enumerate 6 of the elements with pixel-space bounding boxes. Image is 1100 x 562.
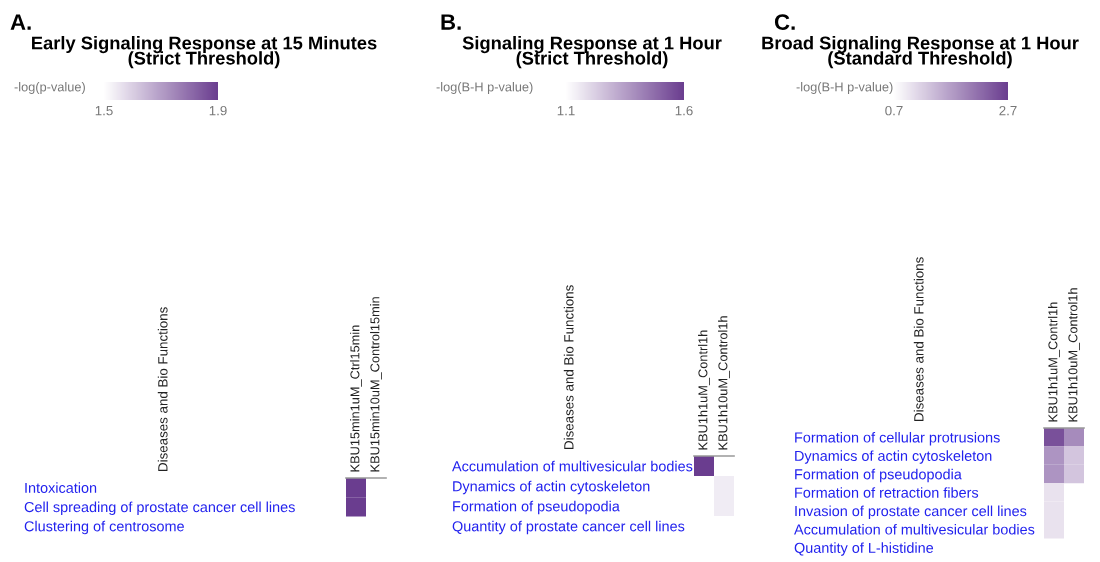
chart-title: Broad Signaling Response at 1 Hour (Standard Threshold) (762, 36, 1079, 69)
chart-title: Early Signaling Response at 15 Minutes (Strict Threshold) (32, 36, 377, 69)
text: A. (10, 14, 31, 30)
text: B. (441, 14, 461, 30)
text: C. (774, 14, 795, 30)
chart-title: Signaling Response at 1 Hour (Strict Threshold) (462, 36, 722, 69)
